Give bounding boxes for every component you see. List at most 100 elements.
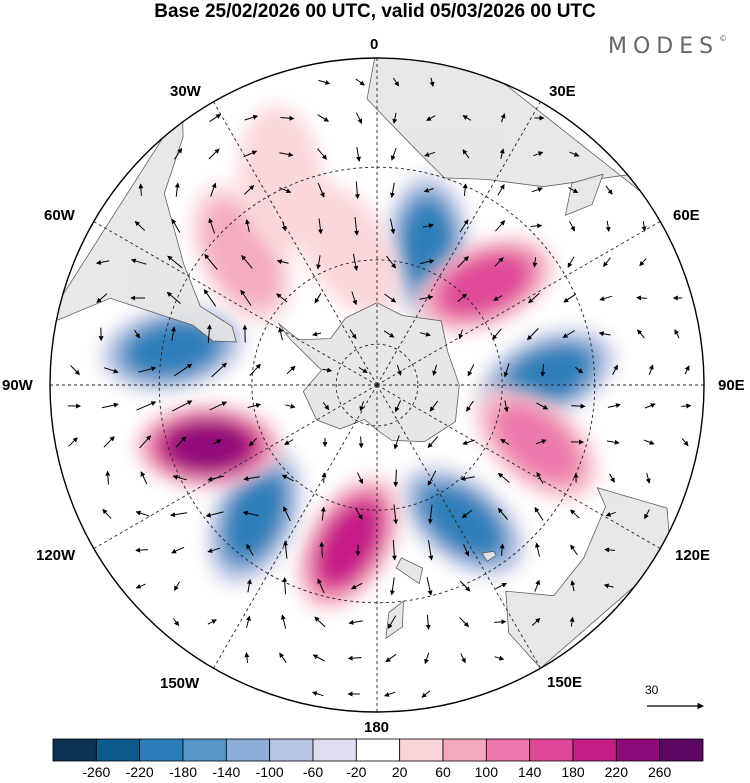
wind-vectors [67, 77, 692, 698]
wind-vector [463, 544, 470, 557]
wind-vector [359, 401, 365, 412]
wind-vector [424, 652, 430, 665]
colorbar-tick-label: -60 [302, 764, 324, 780]
wind-vector [318, 79, 331, 85]
wind-vector [171, 546, 185, 554]
wind-vector [643, 439, 655, 445]
wind-vector [387, 615, 397, 630]
wind-vector [206, 324, 212, 344]
wind-vector [461, 510, 473, 519]
wind-vector [317, 114, 330, 122]
colorbar-swatch [355, 738, 401, 762]
brand-name: MODES [608, 34, 720, 59]
wind-vector [389, 218, 396, 235]
colorbar-tick-label: 20 [391, 764, 408, 780]
lon-label-120e: 120E [675, 547, 711, 564]
wind-vector [429, 400, 439, 412]
anomaly-contour [295, 183, 402, 317]
wind-vector [426, 577, 433, 596]
wind-vector [242, 510, 259, 517]
colorbar-swatch [52, 738, 97, 762]
meridian [376, 101, 541, 386]
wind-vector [603, 583, 614, 589]
wind-vector [279, 187, 292, 194]
meridian [376, 221, 661, 386]
wind-vector [209, 401, 228, 411]
wind-vector [426, 115, 436, 121]
colorbar-swatch [529, 738, 574, 762]
wind-vector [392, 112, 398, 125]
map-border [49, 57, 705, 713]
wind-vector [173, 147, 183, 160]
anomaly-contour [238, 104, 324, 253]
wind-vector [497, 507, 508, 520]
meridian [376, 384, 541, 669]
wind-vector [467, 364, 475, 377]
wind-vector [534, 542, 540, 557]
wind-vector [534, 506, 544, 521]
wind-vector [283, 540, 289, 559]
wind-vector [317, 148, 328, 160]
wind-vector [248, 437, 257, 447]
anomaly-center [134, 404, 283, 489]
wind-vector [167, 255, 183, 269]
wind-vector [311, 691, 324, 697]
wind-vector [134, 220, 146, 231]
wind-vector [459, 617, 469, 628]
colorbar-swatch [312, 738, 357, 762]
wind-vector [175, 436, 187, 448]
colorbar-swatch [182, 738, 227, 762]
wind-vector [569, 151, 580, 157]
wind-vector [570, 580, 576, 592]
anomaly-center [297, 475, 401, 611]
wind-vector [174, 363, 193, 377]
colorbar-swatch [269, 738, 314, 762]
wind-vector [358, 366, 368, 374]
lon-label-150e: 150E [547, 674, 583, 691]
wind-vector [348, 619, 363, 625]
wind-vector [605, 511, 616, 517]
wind-vector [609, 473, 615, 483]
wind-vector [459, 580, 471, 592]
wind-vector [466, 400, 474, 412]
lon-label-120w: 120W [36, 547, 76, 564]
wind-vector [393, 435, 400, 450]
wind-vector [356, 146, 361, 162]
colorbar-swatch [225, 738, 271, 762]
wind-vector [244, 652, 250, 664]
wind-vector [244, 114, 259, 121]
wind-vector [243, 150, 258, 158]
wind-vector [317, 182, 325, 198]
wind-vector [393, 469, 399, 488]
wind-vector [283, 506, 291, 522]
wind-vector [276, 259, 289, 265]
wind-vector [494, 619, 507, 625]
wind-vector [432, 364, 438, 376]
wind-vector [532, 257, 538, 268]
wind-vector [531, 617, 541, 626]
wind-vector [321, 472, 327, 483]
anomaly-center [295, 183, 402, 317]
meridian [213, 384, 378, 669]
wind-vector [458, 329, 464, 340]
wind-vector [281, 474, 294, 482]
wind-vector [394, 400, 402, 413]
wind-vector [207, 475, 225, 482]
colorbar-swatch [95, 738, 141, 762]
anomaly-contour [127, 322, 217, 376]
wind-vector [681, 403, 692, 409]
wind-vector [500, 438, 510, 446]
wind-vector [641, 221, 647, 232]
wind-vector [563, 293, 577, 303]
wind-vector [95, 259, 110, 265]
wind-vector [427, 504, 433, 525]
wind-vector [427, 470, 437, 486]
wind-vector [607, 439, 620, 445]
wind-vector [314, 293, 322, 304]
wind-vector [317, 218, 323, 235]
wind-vector [170, 512, 188, 518]
wind-vector [385, 653, 397, 663]
wind-vector [354, 216, 360, 236]
wind-vector [105, 470, 111, 485]
